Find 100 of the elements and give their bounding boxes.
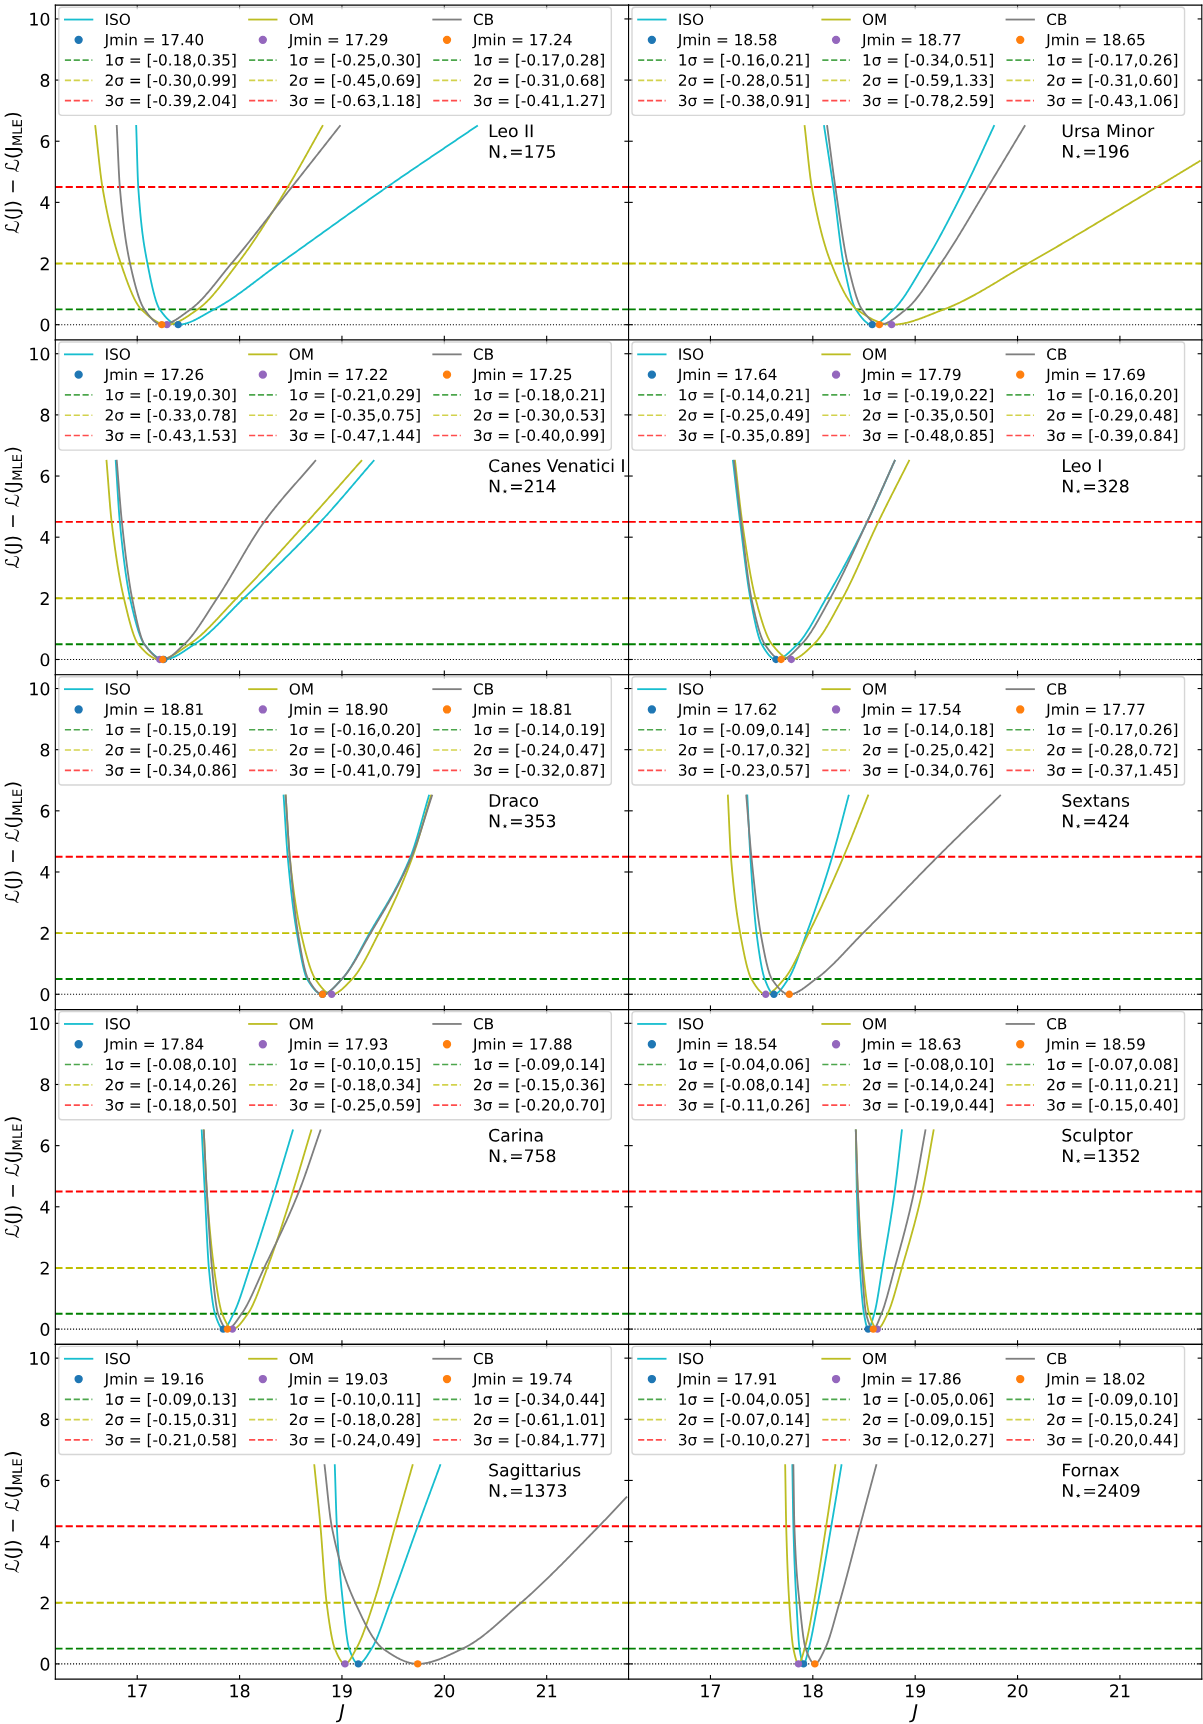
y-tick-label: 10	[30, 1351, 50, 1365]
y-tick-label: 2	[40, 1261, 49, 1275]
legend-label: CB	[473, 348, 494, 360]
annotation: 3σ = [-0.48,0.85]	[863, 429, 993, 443]
legend-label: Jmin = 17.64	[677, 368, 777, 384]
annotation: 1σ = [-0.10,0.11]	[290, 1393, 420, 1407]
y-tick-label: 8	[40, 1078, 50, 1092]
legend-label: Jmin = 18.81	[103, 703, 203, 718]
annotation: 3σ = [-0.19,0.44]	[863, 1098, 993, 1113]
x-tick-label: 17	[128, 1684, 147, 1698]
y-tick-label: 10	[30, 682, 50, 696]
annotation: 1σ = [-0.05,0.06]	[863, 1393, 993, 1407]
legend-label: Jmin = 19.16	[103, 1372, 204, 1388]
annotation: 1σ = [-0.09,0.14]	[474, 1058, 604, 1072]
y-tick-label: 6	[40, 1139, 50, 1153]
legend-label: Jmin = 17.69	[1045, 368, 1145, 384]
annotation: 1σ = [-0.09,0.13]	[106, 1393, 236, 1407]
legend-label: Jmin = 17.29	[288, 33, 388, 49]
annotation: 2σ = [-0.30,0.53]	[474, 408, 604, 423]
annotation: 1σ = [-0.18,0.21]	[474, 388, 604, 403]
annotation: 2σ = [-0.14,0.24]	[863, 1078, 993, 1093]
legend-label: OM	[289, 683, 313, 695]
legend-label: Jmin = 19.74	[472, 1372, 572, 1388]
annotation: 3σ = [-0.11,0.26]	[679, 1098, 809, 1113]
y-tick-label: 8	[40, 1413, 50, 1427]
annotation: 2σ = [-0.25,0.46]	[105, 743, 236, 758]
x-tick-label: 21	[1110, 1684, 1130, 1698]
annotation: 3σ = [-0.21,0.58]	[105, 1433, 236, 1448]
annotation: Sculptor N$_{⋆}$=1352	[1062, 1128, 1139, 1163]
annotation: 2σ = [-0.09,0.15]	[863, 1413, 993, 1427]
legend-label: Jmin = 18.90	[288, 703, 388, 718]
annotation: Canes Venatici I N$_{⋆}$=214	[489, 458, 624, 494]
legend-label: CB	[1047, 1017, 1067, 1030]
annotation: 3σ = [-0.40,0.99]	[474, 429, 604, 443]
annotation: 2σ = [-0.07,0.14]	[678, 1413, 809, 1427]
annotation: 3σ = [-0.39,2.04]	[105, 94, 236, 109]
x-tick-label: 20	[1007, 1684, 1028, 1698]
y-axis-title: ℒ(J) − ℒ(J$_{MLE}$)	[4, 447, 23, 569]
legend-label: CB	[1047, 13, 1067, 26]
annotation: 2σ = [-0.29,0.48]	[1047, 408, 1178, 423]
legend-label: Jmin = 17.79	[861, 368, 961, 384]
legend-label: OM	[862, 13, 886, 26]
legend-label: ISO	[106, 1352, 130, 1365]
annotation: 3σ = [-0.34,0.86]	[105, 764, 236, 778]
y-axis-title: ℒ(J) − ℒ(J$_{MLE}$)	[4, 1452, 23, 1573]
x-tick-label: 18	[230, 1684, 250, 1698]
legend-label: OM	[862, 683, 886, 695]
legend-label: Jmin = 17.25	[472, 368, 572, 384]
legend-label: Jmin = 17.77	[1045, 703, 1145, 718]
legend-label: Jmin = 17.86	[861, 1372, 961, 1388]
y-tick-label: 0	[40, 1322, 50, 1336]
annotation: 1σ = [-0.25,0.30]	[290, 53, 420, 68]
y-tick-label: 0	[40, 1657, 50, 1671]
legend-label: Jmin = 18.81	[472, 703, 572, 718]
legend-label: Jmin = 17.93	[288, 1037, 388, 1053]
legend-label: ISO	[106, 683, 130, 695]
annotation: 2σ = [-0.45,0.69]	[289, 74, 420, 88]
legend-label: ISO	[106, 348, 130, 360]
annotation: 2σ = [-0.18,0.28]	[289, 1413, 420, 1427]
annotation: 3σ = [-0.35,0.89]	[679, 429, 809, 443]
legend-label: Jmin = 17.91	[677, 1372, 776, 1388]
annotation: 2σ = [-0.25,0.49]	[678, 408, 809, 423]
legend-label: Jmin = 19.03	[288, 1372, 388, 1388]
annotation: 3σ = [-0.25,0.59]	[289, 1098, 420, 1113]
x-tick-label: 19	[332, 1684, 352, 1698]
y-axis-title: ℒ(J) − ℒ(J$_{MLE}$)	[4, 112, 23, 234]
annotation: 2σ = [-0.35,0.75]	[289, 408, 420, 423]
annotation: 1σ = [-0.17,0.26]	[1047, 53, 1178, 68]
legend-label: OM	[289, 1017, 313, 1030]
annotation: 1σ = [-0.09,0.10]	[1047, 1393, 1178, 1407]
x-tick-label: 19	[906, 1684, 926, 1698]
y-tick-label: 4	[40, 1535, 50, 1549]
annotation: 3σ = [-0.34,0.76]	[863, 764, 993, 778]
annotation: 2σ = [-0.15,0.24]	[1047, 1413, 1178, 1427]
legend-label: Jmin = 18.59	[1045, 1037, 1145, 1053]
annotation: 2σ = [-0.28,0.51]	[678, 74, 809, 88]
legend-label: OM	[289, 348, 313, 360]
legend-label: Jmin = 17.84	[103, 1037, 204, 1053]
y-tick-label: 6	[40, 804, 50, 818]
legend-label: ISO	[679, 1352, 704, 1365]
legend-label: ISO	[679, 348, 704, 360]
annotation: 1σ = [-0.21,0.29]	[290, 388, 420, 403]
annotation: 3σ = [-0.32,0.87]	[474, 764, 604, 778]
legend-label: Jmin = 18.02	[1045, 1372, 1145, 1388]
annotation: 2σ = [-0.17,0.32]	[678, 743, 809, 758]
legend-label: CB	[473, 1352, 494, 1365]
x-tick-label: 20	[434, 1684, 455, 1698]
y-tick-label: 10	[30, 1017, 50, 1031]
legend-label: Jmin = 17.24	[472, 33, 572, 49]
annotation: 2σ = [-0.28,0.72]	[1047, 743, 1178, 758]
y-tick-label: 6	[40, 1474, 50, 1488]
annotation: 2σ = [-0.15,0.36]	[474, 1078, 604, 1093]
annotation: 1σ = [-0.15,0.19]	[106, 723, 236, 738]
y-tick-label: 0	[40, 318, 50, 332]
annotation: 2σ = [-0.30,0.99]	[105, 74, 236, 88]
annotation: 2σ = [-0.35,0.50]	[863, 408, 993, 423]
legend-label: Jmin = 17.88	[472, 1037, 572, 1053]
y-tick-label: 0	[40, 988, 50, 1002]
legend-label: Jmin = 17.26	[103, 368, 204, 384]
annotation: 2σ = [-0.31,0.60]	[1047, 74, 1178, 88]
